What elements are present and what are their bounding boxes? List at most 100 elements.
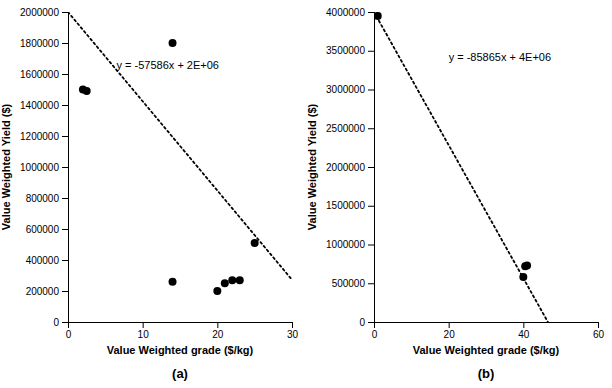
y-axis: 0 500000 1000000 1500000 2000000 2500000 30000…: [326, 7, 374, 328]
tick-label: 2500000: [326, 123, 365, 134]
tick-mark: [292, 322, 293, 328]
tick-mark: [368, 12, 374, 13]
tick: 2500000: [326, 123, 374, 134]
tick-mark: [368, 283, 374, 284]
tick-label: 0: [359, 317, 365, 328]
tick-mark: [374, 322, 375, 328]
axis-line: [375, 322, 599, 323]
point: [228, 276, 236, 284]
tick-mark: [368, 90, 374, 91]
tick-mark: [368, 322, 374, 323]
tick: 1500000: [326, 200, 374, 211]
tick-mark: [62, 167, 68, 168]
tick: 200000: [26, 286, 68, 297]
tick: 0: [359, 317, 374, 328]
tick: 30: [287, 322, 299, 340]
tick-label: 40: [518, 329, 530, 340]
tick-mark: [62, 136, 68, 137]
point: [236, 276, 244, 284]
y-axis: 0200000400000600000800000100000012000001…: [20, 7, 68, 328]
tick-label: 1400000: [20, 100, 59, 111]
tick-mark: [368, 245, 374, 246]
tick-label: 500000: [332, 278, 366, 289]
tick-label: 1600000: [20, 69, 59, 80]
tick: 1800000: [20, 38, 68, 49]
equation: y = -57586x + 2E+06: [117, 59, 219, 71]
tick: 60: [593, 322, 605, 340]
tick-label: 20: [212, 329, 224, 340]
tick: 1200000: [20, 131, 68, 142]
tick-label: 3000000: [326, 84, 365, 95]
tick-mark: [62, 322, 68, 323]
axis-line: [69, 322, 293, 323]
axis-line: [374, 13, 375, 323]
point: [523, 261, 531, 269]
tick-mark: [368, 128, 374, 129]
tick-label: 400000: [26, 255, 60, 266]
tick-mark: [62, 43, 68, 44]
tick: 4000000: [326, 7, 374, 18]
point: [169, 278, 177, 286]
trend-line: [68, 12, 292, 280]
tick-label: 1800000: [20, 38, 59, 49]
tick-label: 1500000: [326, 200, 365, 211]
tick: 500000: [332, 278, 374, 289]
tick-mark: [62, 105, 68, 106]
tick: 1000000: [20, 162, 68, 173]
point: [251, 239, 259, 247]
point: [374, 12, 382, 20]
tick: 3000000: [326, 84, 374, 95]
tick-mark: [62, 229, 68, 230]
y-axis-title: Value Weighted Yield ($): [306, 103, 318, 230]
tick-label: 1000000: [20, 162, 59, 173]
tick-mark: [368, 206, 374, 207]
tick-label: 2000000: [326, 162, 365, 173]
plot-area: [68, 12, 292, 295]
tick: 20: [212, 322, 224, 340]
tick-label: 200000: [26, 286, 60, 297]
point: [83, 87, 91, 95]
tick: 10: [138, 322, 150, 340]
x-axis: 0 10 20 30: [66, 322, 299, 340]
tick: 2000000: [326, 162, 374, 173]
tick-label: 60: [593, 329, 605, 340]
tick: 3500000: [326, 45, 374, 56]
x-axis: 0 20 40 60: [372, 322, 605, 340]
tick-label: 1000000: [326, 239, 365, 250]
panel: 0 20 40 60 0 500000 1000000 1500000 2000000 25000…: [306, 7, 604, 381]
tick: 20: [444, 322, 456, 340]
tick: 40: [518, 322, 530, 340]
axis-line: [68, 13, 69, 323]
tick-label: 10: [138, 329, 150, 340]
tick-mark: [368, 167, 374, 168]
tick-label: 2000000: [20, 7, 59, 18]
tick-mark: [143, 322, 144, 328]
tick-mark: [62, 74, 68, 75]
point: [519, 273, 527, 281]
tick-label: 20: [444, 329, 456, 340]
tick-label: 0: [372, 329, 378, 340]
tick-label: 800000: [26, 193, 60, 204]
tick-mark: [62, 291, 68, 292]
tick-label: 1200000: [20, 131, 59, 142]
tick: 0: [372, 322, 378, 340]
point: [221, 279, 229, 287]
tick: 0: [66, 322, 72, 340]
tick: 1400000: [20, 100, 68, 111]
tick: 1000000: [326, 239, 374, 250]
caption: (b): [478, 366, 495, 381]
panel: 0102030020000040000060000080000010000001…: [0, 7, 298, 381]
tick: 800000: [26, 193, 68, 204]
tick: 0: [53, 317, 68, 328]
tick-mark: [62, 260, 68, 261]
point: [169, 39, 177, 47]
tick-mark: [62, 198, 68, 199]
equation: y = -85865x + 4E+06: [449, 51, 551, 63]
tick-mark: [68, 322, 69, 328]
tick-mark: [368, 51, 374, 52]
caption: (a): [172, 366, 188, 381]
tick-mark: [62, 12, 68, 13]
tick-label: 0: [66, 329, 72, 340]
x-axis-title: Value Weighted grade ($/kg): [413, 344, 560, 356]
x-axis-title: Value Weighted grade ($/kg): [107, 344, 254, 356]
